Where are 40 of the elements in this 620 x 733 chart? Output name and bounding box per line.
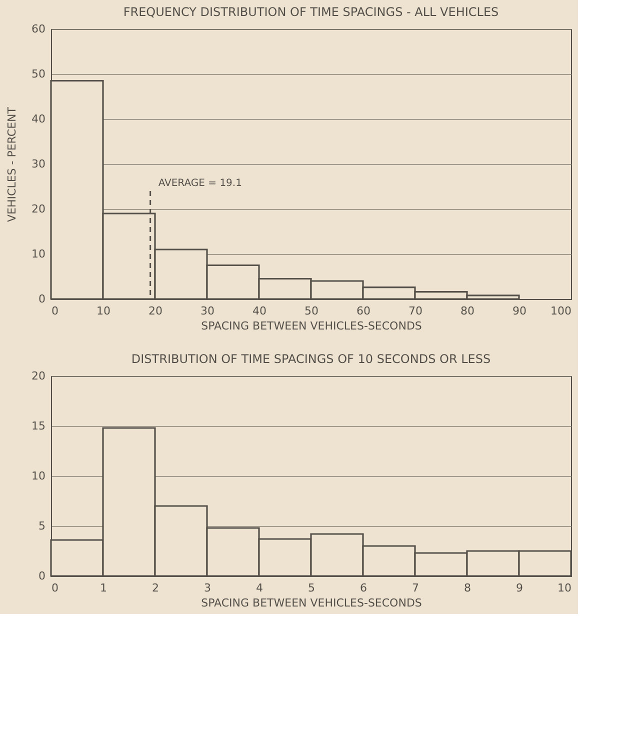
x-tick-label: 60 — [356, 304, 370, 318]
y-axis-title: VEHICLES - PERCENT — [6, 106, 19, 222]
chart-title: FREQUENCY DISTRIBUTION OF TIME SPACINGS - ALL VEHICLES — [123, 5, 499, 19]
x-tick-label: 2 — [152, 582, 159, 594]
x-tick-label: 0 — [52, 582, 58, 594]
x-tick-label: 100 — [550, 304, 572, 318]
y-tick-label: 20 — [32, 202, 46, 216]
y-tick-label: 15 — [32, 420, 46, 432]
y-tick-label: 40 — [32, 112, 46, 126]
x-tick-label: 6 — [360, 582, 367, 594]
x-tick-label: 4 — [256, 582, 263, 594]
y-tick-label: 20 — [32, 370, 46, 382]
y-tick-label: 30 — [32, 158, 46, 170]
x-tick-label: 10 — [558, 582, 572, 594]
x-tick-label: 9 — [516, 582, 523, 594]
y-tick-label: 10 — [32, 248, 46, 260]
x-tick-label: 20 — [148, 304, 162, 318]
y-tick-label: 50 — [32, 68, 46, 80]
x-tick-label: 80 — [460, 304, 474, 318]
x-tick-label: 1 — [100, 582, 107, 594]
y-tick-label: 0 — [38, 292, 46, 306]
x-tick-label: 40 — [252, 304, 266, 318]
x-tick-label: 5 — [308, 582, 315, 594]
x-tick-label: 8 — [464, 582, 471, 594]
x-tick-label: 70 — [408, 304, 422, 318]
x-tick-label: 50 — [304, 304, 318, 318]
x-tick-label: 7 — [412, 582, 419, 594]
y-tick-label: 0 — [38, 570, 46, 582]
x-tick-label: 10 — [96, 304, 110, 318]
x-axis-title: SPACING BETWEEN VEHICLES-SECONDS — [201, 320, 422, 332]
x-tick-label: 30 — [200, 304, 214, 318]
ref-line-label: AVERAGE = 19.1 — [158, 178, 242, 189]
y-tick-label: 10 — [32, 470, 46, 482]
y-tick-label: 60 — [32, 22, 46, 36]
x-tick-label: 90 — [512, 304, 526, 318]
x-axis-title: SPACING BETWEEN VEHICLES-SECONDS — [201, 596, 422, 610]
y-tick-label: 5 — [38, 520, 46, 532]
x-tick-label: 3 — [204, 582, 211, 594]
chart-title: DISTRIBUTION OF TIME SPACINGS OF 10 SECONDS OR LESS — [131, 352, 491, 366]
x-tick-label: 0 — [52, 304, 58, 318]
